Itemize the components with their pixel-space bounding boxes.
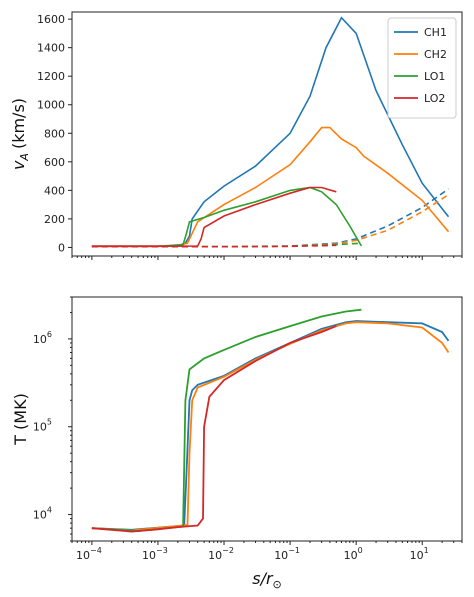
velocity-y-tick-label: 0 — [58, 241, 65, 254]
legend: CH1 CH2 LO1 LO2 — [387, 17, 457, 119]
velocity-y-tick-label: 1000 — [37, 99, 65, 112]
temperature-line-lo2 — [91, 325, 337, 533]
x-axis-label: s/r⊙ — [252, 569, 282, 591]
temperature-y-tick-label: 104 — [33, 506, 52, 522]
velocity-line-ch2 — [91, 126, 450, 247]
velocity-y-axis-label: vA(km/s) — [9, 98, 31, 170]
temperature-line-ch1 — [91, 320, 450, 531]
temperature-y-tick-label: 105 — [33, 418, 52, 434]
legend-label-ch2: CH2 — [424, 48, 447, 61]
x-tick-label: 10−1 — [274, 546, 300, 562]
x-tick-label: 100 — [344, 546, 363, 562]
velocity-y-tick-label: 200 — [44, 213, 65, 226]
velocity-line-ch2-dashed — [91, 193, 449, 248]
x-tick-label: 10−3 — [142, 546, 168, 562]
velocity-y-tick-label: 400 — [44, 184, 65, 197]
velocity-y-tick-label: 1400 — [37, 42, 65, 55]
velocity-y-tick-label: 600 — [44, 156, 65, 169]
velocity-panel: 0 200 400 600 800 1000 1200 1400 1600 vA(km/s) C… — [9, 11, 463, 260]
temperature-y-tick-label: 106 — [33, 330, 52, 346]
x-tick-label: 10−2 — [208, 546, 234, 562]
velocity-line-lo2 — [91, 186, 337, 248]
legend-label-lo1: LO1 — [424, 70, 445, 83]
velocity-y-tick-label: 1600 — [37, 13, 65, 26]
velocity-line-lo1 — [91, 186, 363, 248]
temperature-line-lo1 — [91, 308, 362, 532]
velocity-line-lo2-dashed — [91, 244, 337, 248]
velocity-series-group — [91, 16, 450, 248]
temperature-series-group — [91, 308, 450, 533]
velocity-plot-frame — [71, 11, 463, 257]
legend-label-lo2: LO2 — [424, 92, 445, 105]
x-tick-label: 10−4 — [76, 546, 102, 562]
velocity-y-tick-label: 800 — [44, 127, 65, 140]
x-tick-label: 101 — [410, 546, 429, 562]
velocity-y-tick-label: 1200 — [37, 70, 65, 83]
legend-box — [387, 17, 457, 119]
velocity-line-lo1-dashed — [91, 242, 362, 248]
legend-label-ch1: CH1 — [424, 26, 447, 39]
temperature-plot-frame — [71, 296, 463, 542]
temperature-y-axis-label: T (MK) — [11, 393, 30, 446]
